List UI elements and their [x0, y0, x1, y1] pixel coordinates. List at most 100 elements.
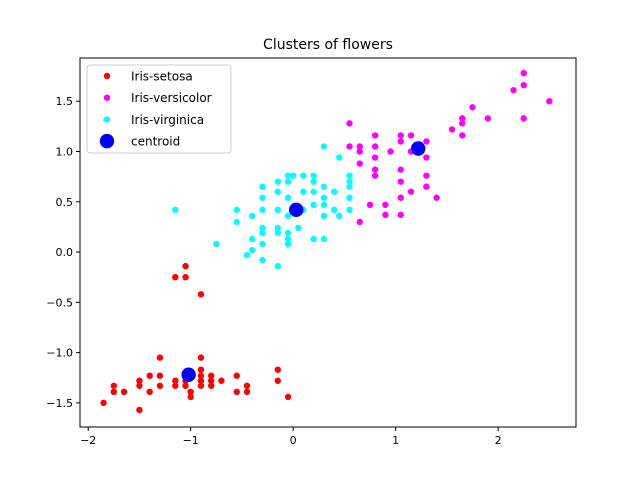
data-point-1-20	[371, 143, 379, 150]
data-point-0-8	[146, 388, 153, 396]
data-point-0-3	[120, 388, 128, 396]
legend: Iris-setosa Iris-versicolor Iris-virginica…	[86, 64, 232, 154]
data-point-2-35	[274, 206, 281, 214]
centroid-point-3-0	[181, 367, 196, 382]
data-point-1-16	[397, 138, 404, 145]
legend-marker-1	[103, 94, 111, 101]
data-point-2-29	[284, 235, 292, 243]
data-point-1-39	[382, 211, 389, 219]
x-tick-label-2: 0	[290, 434, 297, 447]
data-point-1-9	[448, 126, 456, 133]
data-point-1-11	[423, 138, 430, 145]
data-point-1-21	[356, 143, 363, 150]
series-0	[100, 262, 292, 414]
data-point-0-26	[207, 382, 215, 389]
data-point-2-4	[346, 183, 353, 190]
data-point-2-14	[310, 178, 317, 185]
data-point-2-43	[274, 262, 281, 270]
data-point-0-28	[233, 372, 240, 379]
data-point-1-19	[371, 132, 379, 139]
data-point-0-16	[182, 382, 189, 389]
data-point-0-12	[172, 377, 179, 384]
data-point-1-29	[371, 172, 379, 179]
data-point-2-20	[289, 172, 297, 179]
data-point-1-34	[407, 188, 415, 195]
data-point-0-11	[156, 382, 164, 389]
y-tick-label-2: −0.5	[46, 296, 73, 309]
data-point-0-29	[233, 388, 240, 396]
data-point-1-2	[510, 86, 517, 94]
data-point-0-38	[197, 291, 205, 298]
data-point-0-10	[156, 372, 164, 379]
data-point-2-17	[300, 172, 307, 179]
data-point-2-27	[284, 212, 292, 220]
data-point-2-3	[346, 178, 353, 185]
data-point-2-5	[346, 194, 353, 201]
chart-title: Clusters of flowers	[263, 37, 393, 53]
x-tick-label-4: 2	[495, 434, 502, 447]
data-point-0-33	[274, 377, 281, 384]
data-point-0-25	[207, 377, 215, 384]
data-point-2-51	[243, 251, 251, 259]
data-point-1-40	[397, 211, 404, 219]
data-point-0-7	[146, 372, 153, 379]
data-point-2-36	[259, 206, 266, 214]
data-point-1-15	[397, 132, 404, 139]
centroid-point-3-1	[289, 202, 304, 218]
data-point-2-11	[320, 194, 328, 201]
data-point-0-27	[218, 377, 225, 384]
data-point-1-3	[546, 98, 553, 105]
data-point-0-22	[197, 377, 205, 384]
data-point-2-9	[336, 212, 343, 220]
data-point-2-38	[259, 224, 266, 232]
data-point-1-17	[346, 120, 353, 127]
data-point-2-44	[259, 256, 266, 264]
data-point-2-32	[310, 235, 317, 243]
data-point-2-22	[284, 178, 292, 185]
legend-label-0: Iris-setosa	[131, 70, 193, 84]
y-tick-label-3: 0.0	[56, 246, 74, 259]
y-tick-label-6: 1.5	[56, 95, 74, 108]
data-point-0-4	[136, 377, 143, 384]
y-tick-label-4: 0.5	[56, 196, 74, 209]
data-point-1-5	[459, 115, 466, 122]
data-point-2-21	[284, 172, 292, 179]
data-point-0-1	[110, 382, 118, 389]
x-tick-label-1: −1	[183, 434, 199, 447]
data-point-1-8	[520, 115, 527, 122]
data-point-2-28	[284, 229, 292, 237]
data-point-0-20	[197, 366, 205, 373]
data-point-0-13	[172, 382, 179, 389]
data-point-2-1	[336, 154, 343, 161]
data-point-1-32	[423, 172, 430, 179]
legend-marker-3	[99, 133, 115, 149]
legend-box	[86, 64, 232, 154]
data-point-2-46	[248, 235, 256, 243]
data-point-1-10	[459, 132, 466, 139]
legend-label-3: centroid	[131, 135, 180, 149]
data-point-2-49	[233, 218, 240, 226]
data-point-2-42	[274, 229, 281, 237]
data-point-2-23	[274, 178, 281, 185]
x-tick-label-3: 1	[392, 434, 399, 447]
data-point-2-34	[320, 212, 328, 220]
legend-marker-0	[103, 72, 111, 80]
data-point-2-0	[320, 143, 328, 150]
data-point-1-36	[433, 194, 440, 201]
data-point-0-19	[197, 354, 205, 361]
data-point-0-21	[197, 372, 205, 379]
data-point-2-18	[300, 188, 307, 195]
data-point-0-23	[197, 382, 205, 389]
data-point-2-37	[259, 194, 266, 201]
series-2	[172, 143, 353, 270]
data-point-0-6	[136, 406, 143, 414]
data-point-2-15	[310, 188, 317, 195]
data-point-2-47	[248, 246, 256, 254]
data-point-1-4	[469, 104, 476, 111]
data-point-1-22	[356, 148, 363, 155]
data-point-1-28	[371, 166, 379, 173]
data-point-0-35	[172, 273, 179, 281]
data-point-0-37	[182, 273, 189, 281]
series-3	[181, 141, 426, 382]
